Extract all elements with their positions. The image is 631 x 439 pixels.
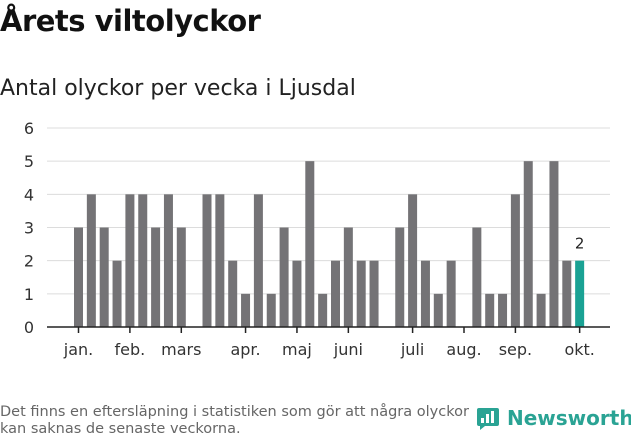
bar bbox=[343, 227, 353, 327]
x-tick-label: juli bbox=[400, 340, 424, 359]
chart-title: Årets viltolyckor bbox=[0, 4, 261, 38]
x-tick-label: jan. bbox=[63, 340, 93, 359]
bar bbox=[99, 227, 109, 327]
bar bbox=[523, 161, 533, 327]
bar bbox=[305, 161, 315, 327]
bar bbox=[86, 194, 96, 327]
bar bbox=[420, 260, 430, 327]
x-tick-label: apr. bbox=[230, 340, 260, 359]
x-tick-label: feb. bbox=[115, 340, 146, 359]
x-tick-label: okt. bbox=[564, 340, 594, 359]
bar bbox=[485, 293, 495, 327]
bar bbox=[498, 293, 508, 327]
bar bbox=[356, 260, 366, 327]
y-tick-label: 1 bbox=[24, 285, 34, 304]
bar bbox=[446, 260, 456, 327]
bar bbox=[112, 260, 122, 327]
bar bbox=[151, 227, 161, 327]
footnote: Det finns en eftersläpning i statistiken… bbox=[0, 404, 469, 437]
bar bbox=[536, 293, 546, 327]
bar-chart: 0 1 2 3 4 5 6 2 jan. feb. mars apr. maj juni juli aug. s… bbox=[24, 119, 610, 359]
y-tick-label: 3 bbox=[24, 219, 34, 238]
bar bbox=[510, 194, 520, 327]
bar bbox=[163, 194, 173, 327]
bar bbox=[125, 194, 135, 327]
bar bbox=[253, 194, 263, 327]
x-tick-label: juni bbox=[333, 340, 363, 359]
bar bbox=[215, 194, 225, 327]
bar bbox=[241, 293, 251, 327]
bar bbox=[562, 260, 572, 327]
bar bbox=[292, 260, 302, 327]
x-tick-label: maj bbox=[282, 340, 312, 359]
bar bbox=[472, 227, 482, 327]
bar bbox=[176, 227, 186, 327]
bar bbox=[331, 260, 340, 327]
y-tick-label: 5 bbox=[24, 152, 34, 171]
bar bbox=[549, 161, 559, 327]
y-tick-label: 0 bbox=[24, 318, 34, 337]
bar bbox=[202, 194, 212, 327]
x-tick-label: aug. bbox=[446, 340, 481, 359]
bar bbox=[138, 194, 148, 327]
brand-logo: Newsworthy bbox=[476, 406, 631, 430]
bar bbox=[395, 227, 405, 327]
bar bbox=[408, 194, 418, 327]
y-tick-label: 2 bbox=[24, 252, 34, 271]
x-tick-label: mars bbox=[161, 340, 201, 359]
bar bbox=[433, 293, 443, 327]
bar bbox=[369, 260, 379, 327]
y-tick-label: 4 bbox=[24, 185, 34, 204]
x-tick-label: sep. bbox=[499, 340, 532, 359]
bar bbox=[74, 227, 83, 327]
data-label: 2 bbox=[575, 235, 585, 253]
chart-subtitle: Antal olyckor per vecka i Ljusdal bbox=[0, 76, 356, 101]
bar bbox=[266, 293, 276, 327]
bar bbox=[318, 293, 328, 327]
bar bbox=[575, 260, 585, 327]
bar bbox=[279, 227, 289, 327]
y-tick-label: 6 bbox=[24, 119, 34, 138]
brand-name: Newsworthy bbox=[507, 406, 631, 430]
newsworthy-logo-icon bbox=[477, 408, 499, 430]
bar bbox=[228, 260, 238, 327]
